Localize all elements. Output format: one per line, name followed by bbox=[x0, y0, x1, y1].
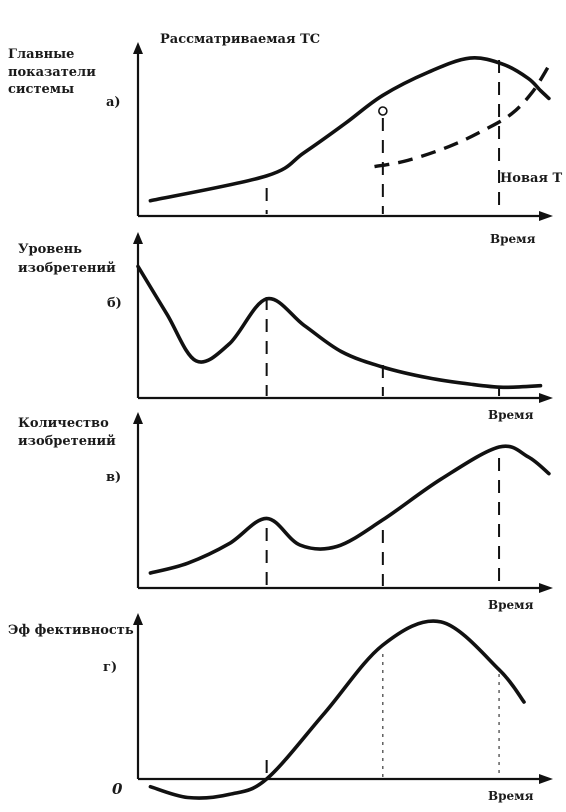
new-system-label: Новая Т bbox=[500, 171, 563, 186]
x-axis-label: Время bbox=[488, 408, 534, 422]
y-axis-arrow bbox=[133, 412, 143, 424]
origin-label: 0 bbox=[112, 780, 123, 798]
x-axis-label: Время bbox=[490, 232, 536, 246]
point-marker bbox=[378, 106, 388, 116]
series-line-1 bbox=[136, 264, 543, 390]
x-axis-arrow bbox=[539, 583, 553, 593]
x-axis-label: Время bbox=[488, 598, 534, 612]
series-line-1 bbox=[148, 444, 551, 575]
y-axis-label-line: Уровень bbox=[18, 242, 82, 257]
panel-label: а) bbox=[106, 95, 121, 110]
panel-label: в) bbox=[106, 470, 121, 485]
y-axis-label-line: изобретений bbox=[18, 261, 116, 276]
y-axis-label-line: Главные bbox=[8, 47, 74, 62]
y-axis-label-line: показатели bbox=[8, 65, 96, 80]
panel-4: Эф фективность г) Время 0 bbox=[8, 613, 553, 803]
series-line-1 bbox=[148, 619, 526, 800]
x-axis-arrow bbox=[539, 211, 553, 221]
panel-1: Главные показатели системы а) Время bbox=[8, 42, 553, 246]
y-axis-label-line: Количество bbox=[18, 416, 109, 431]
panels: Главные показатели системы а) Время Уровень из… bbox=[8, 42, 563, 803]
panel-label: б) bbox=[107, 296, 122, 311]
y-axis-label-line: изобретений bbox=[18, 434, 116, 449]
y-axis-arrow bbox=[133, 42, 143, 54]
panel-2: Уровень изобретений б) Время bbox=[18, 232, 553, 422]
panel-label: г) bbox=[103, 660, 117, 675]
x-axis-arrow bbox=[539, 774, 553, 784]
x-axis-arrow bbox=[539, 393, 553, 403]
chart-title: Рассматриваемая ТС bbox=[160, 32, 320, 47]
series-line-1 bbox=[148, 56, 551, 203]
x-axis-label: Время bbox=[488, 789, 534, 803]
y-axis-label-line: системы bbox=[8, 82, 74, 97]
panel-3: Количество изобретений в) Время bbox=[18, 412, 553, 612]
y-axis-arrow bbox=[133, 232, 143, 244]
new-system-line bbox=[374, 64, 551, 169]
y-axis-arrow bbox=[133, 613, 143, 625]
y-axis-label-line: Эф фективность bbox=[8, 623, 134, 638]
